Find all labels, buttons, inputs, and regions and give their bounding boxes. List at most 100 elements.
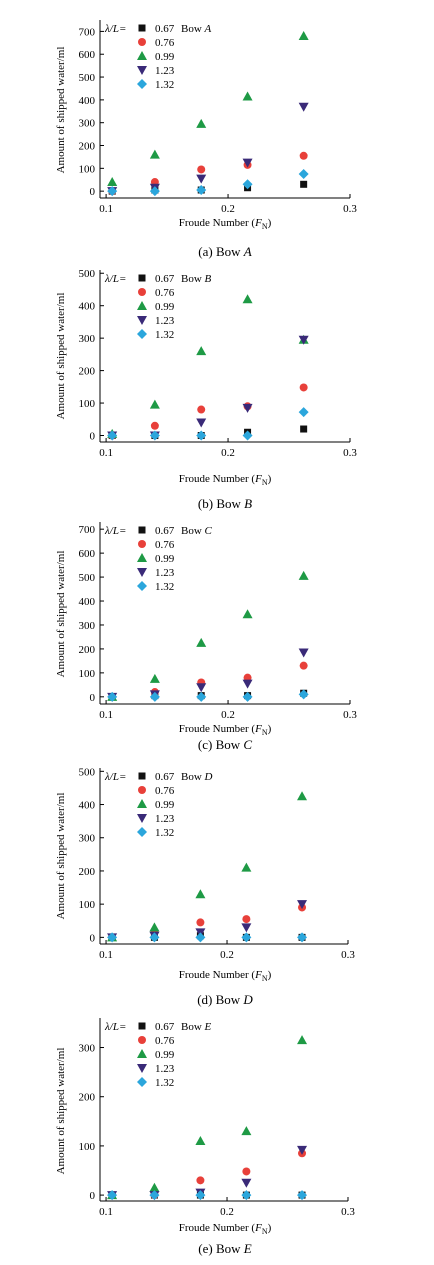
x-axis-title-sub: N [262, 222, 268, 231]
data-point [197, 165, 206, 174]
legend-label: 0.76 [155, 287, 175, 299]
data-point [298, 169, 309, 180]
legend-marker [137, 301, 147, 310]
data-point [149, 149, 160, 159]
legend-bow-label: Bow E [181, 1021, 212, 1033]
y-axis-title: Amount of shipped water/ml [55, 47, 67, 174]
legend-label: 0.67 [155, 1021, 175, 1033]
data-point [107, 932, 118, 943]
legend-bow-letter: A [204, 23, 212, 35]
y-tick-label: 300 [79, 333, 96, 345]
data-point [196, 637, 207, 647]
legend-marker [138, 786, 146, 794]
legend-label: 1.23 [155, 567, 175, 579]
x-tick-label: 0.1 [99, 203, 113, 215]
data-point [107, 691, 118, 702]
data-point [298, 102, 309, 112]
legend-bow-letter: E [204, 1021, 212, 1033]
legend-marker [137, 553, 147, 562]
y-tick-label: 400 [79, 95, 96, 107]
legend-bow-label: Bow D [181, 771, 213, 783]
x-axis-title-sub: N [262, 478, 268, 487]
marks [107, 570, 309, 702]
legend-label: 0.99 [155, 1049, 175, 1061]
x-axis-title-text: Froude Number ( [179, 217, 256, 229]
x-tick-label: 0.2 [221, 203, 235, 215]
y-tick-label: 400 [79, 596, 96, 608]
legend-marker [137, 79, 147, 89]
legend-label: 1.23 [155, 813, 175, 825]
y-tick-label: 500 [79, 766, 96, 778]
data-point [195, 1135, 206, 1145]
data-point [242, 1167, 251, 1176]
x-axis-title: Froude Number (FN) [179, 1222, 272, 1236]
y-tick-label: 300 [79, 620, 96, 632]
legend-header: λ/L= [104, 23, 126, 35]
legend-label: 0.99 [155, 301, 175, 313]
chart-panel-a: 0 100 200 300 400 500 600 700 0.1 0.2 0.3 λ/L= 0.67… [55, 20, 357, 259]
caption-letter: D [242, 992, 253, 1007]
data-point [241, 932, 252, 943]
caption-prefix: (c) Bow [198, 737, 244, 752]
data-point [149, 1190, 160, 1201]
legend: λ/L= 0.67 Bow B 0.76 0.99 1.23 1.32 [104, 273, 212, 341]
legend-label: 1.23 [155, 65, 175, 77]
data-point [196, 418, 207, 428]
data-point [241, 862, 252, 872]
data-point [297, 1035, 308, 1045]
x-axis-title-close: ) [268, 723, 272, 735]
y-axis-title: Amount of shipped water/ml [55, 293, 67, 420]
legend-label: 0.76 [155, 785, 175, 797]
legend-header: λ/L= [104, 771, 126, 783]
x-axis-title-var: F [254, 969, 262, 981]
legend-bow-prefix: Bow [181, 23, 205, 35]
caption-prefix: (e) Bow [198, 1241, 244, 1256]
axes: 0 100 200 300 400 500 0.1 0.2 0.3 [79, 268, 358, 459]
legend-bow-label: Bow C [181, 525, 213, 537]
y-tick-label: 200 [79, 644, 96, 656]
y-tick-label: 100 [79, 899, 96, 911]
legend-label: 0.67 [155, 273, 175, 285]
data-point [242, 403, 253, 413]
axes: 0 100 200 300 400 500 600 700 0.1 0.2 0.3 [79, 20, 357, 215]
legend-label: 1.32 [155, 827, 174, 839]
x-axis-title-close: ) [268, 1222, 272, 1234]
y-tick-label: 200 [79, 1092, 96, 1104]
legend-marker [137, 1049, 147, 1058]
caption-prefix: (b) Bow [198, 496, 244, 511]
data-point [196, 118, 207, 128]
data-point [107, 1190, 118, 1201]
legend-bow-label: Bow B [181, 273, 212, 285]
marks [107, 30, 309, 197]
y-tick-label: 700 [79, 26, 96, 38]
data-point [297, 900, 308, 910]
data-point [298, 570, 309, 580]
caption-prefix: (d) Bow [197, 992, 243, 1007]
caption-letter: B [244, 496, 252, 511]
x-tick-label: 0.2 [220, 949, 234, 961]
legend-marker [138, 38, 146, 46]
x-axis-title: Froude Number (FN) [179, 217, 272, 231]
data-point [149, 673, 160, 683]
chart-panel-e: 0 100 200 300 0.1 0.2 0.3 λ/L= 0.67 Bow E 0.76 0.9… [55, 1018, 355, 1256]
y-tick-label: 700 [79, 524, 96, 536]
legend-marker [137, 66, 147, 75]
x-axis-title-sub: N [262, 974, 268, 983]
data-point [298, 30, 309, 40]
x-axis-title-var: F [254, 217, 262, 229]
data-point [298, 689, 309, 700]
x-axis-title: Froude Number (FN) [179, 723, 272, 737]
data-point [195, 889, 206, 899]
legend-bow-prefix: Bow [181, 273, 205, 285]
x-tick-label: 0.1 [99, 949, 113, 961]
x-tick-label: 0.1 [99, 447, 113, 459]
data-point [196, 430, 207, 441]
data-point [107, 177, 118, 187]
legend-bow-letter: C [205, 525, 213, 537]
legend-label: 1.32 [155, 329, 174, 341]
caption: (d) Bow D [197, 992, 253, 1007]
x-axis-title-text: Froude Number ( [179, 969, 256, 981]
legend-marker [137, 581, 147, 591]
legend-bow-prefix: Bow [181, 525, 205, 537]
